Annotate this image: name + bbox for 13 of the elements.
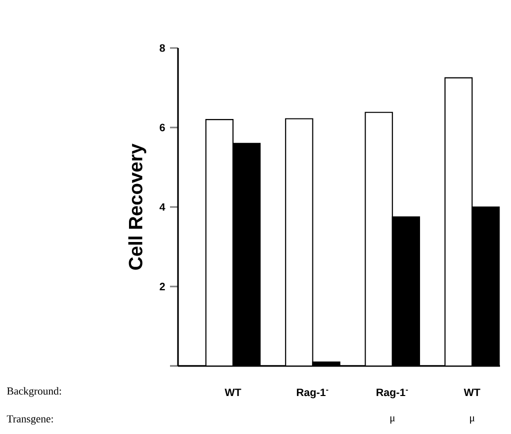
y-tick-label: 4 xyxy=(160,203,166,211)
x-tick-label: Rag-1$^{-}$ xyxy=(296,388,328,398)
y-tick-label: 2 xyxy=(160,282,165,290)
text: μ xyxy=(390,416,395,424)
y-tick-label: 8 xyxy=(160,44,165,52)
x-tick-label: WT xyxy=(464,388,480,396)
y-tick-label: 6 xyxy=(160,124,165,132)
text: Background: xyxy=(7,387,61,397)
x-tick-label: WT xyxy=(224,388,242,396)
text: Transgene: xyxy=(6,415,53,425)
x-tick-label: Rag-1$^{-}$ xyxy=(376,388,408,398)
text: μ xyxy=(470,416,475,424)
y-axis-title: Cell Recovery xyxy=(128,144,146,270)
